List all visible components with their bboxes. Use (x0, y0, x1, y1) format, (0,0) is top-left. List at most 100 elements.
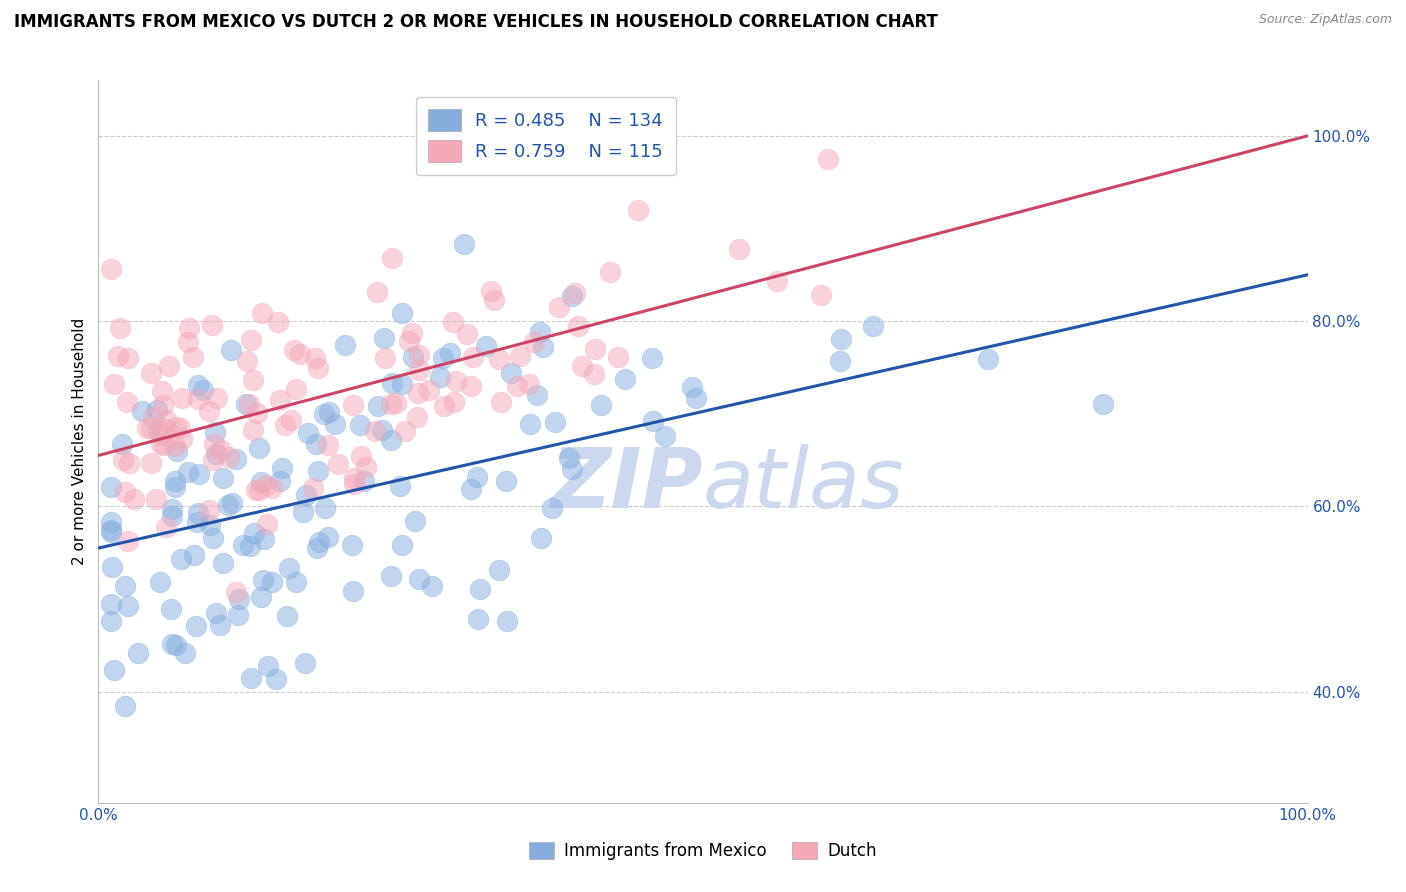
Point (266, 315, 288, 329)
Point (250, 590, 273, 604)
Point (160, 601, 183, 615)
Point (343, 471, 366, 485)
Point (391, 377, 413, 392)
Point (202, 437, 225, 451)
Point (446, 374, 468, 388)
Point (280, 413, 302, 427)
Point (257, 659, 280, 673)
Point (218, 450, 240, 464)
Point (103, 663, 125, 677)
Point (153, 438, 176, 452)
Legend: Immigrants from Mexico, Dutch: Immigrants from Mexico, Dutch (523, 835, 883, 867)
Point (285, 382, 308, 396)
Point (567, 319, 589, 334)
Point (236, 354, 259, 368)
Point (371, 424, 394, 438)
Point (150, 384, 173, 398)
Point (160, 502, 183, 516)
Point (114, 485, 136, 500)
Point (460, 482, 482, 496)
Text: IMMIGRANTS FROM MEXICO VS DUTCH 2 OR MORE VEHICLES IN HOUSEHOLD CORRELATION CHAR: IMMIGRANTS FROM MEXICO VS DUTCH 2 OR MOR… (14, 13, 938, 31)
Point (187, 467, 209, 482)
Point (389, 479, 412, 493)
Point (488, 563, 510, 577)
Point (201, 318, 224, 332)
Point (599, 265, 621, 279)
Point (184, 618, 207, 632)
Point (254, 478, 277, 492)
Point (544, 415, 567, 429)
Point (250, 475, 273, 489)
Point (561, 461, 583, 475)
Point (530, 532, 553, 546)
Point (817, 152, 839, 166)
Point (152, 428, 174, 442)
Point (170, 391, 193, 405)
Point (558, 450, 581, 465)
Point (186, 515, 208, 529)
Point (533, 340, 555, 354)
Point (183, 548, 205, 562)
Point (221, 496, 243, 510)
Point (654, 429, 676, 443)
Point (380, 397, 402, 411)
Point (225, 584, 247, 599)
Point (366, 285, 388, 299)
Point (297, 426, 319, 441)
Point (252, 306, 274, 320)
Point (100, 525, 122, 540)
Point (146, 402, 169, 417)
Point (468, 582, 491, 596)
Point (107, 349, 129, 363)
Point (240, 671, 263, 685)
Point (152, 398, 174, 412)
Point (465, 470, 488, 484)
Point (288, 347, 311, 361)
Point (139, 421, 162, 435)
Point (200, 517, 222, 532)
Point (108, 321, 131, 335)
Point (103, 377, 125, 392)
Point (122, 492, 145, 507)
Point (169, 420, 191, 434)
Point (225, 451, 247, 466)
Point (211, 556, 233, 570)
Point (118, 456, 141, 470)
Point (262, 574, 284, 589)
Point (828, 353, 851, 368)
Point (117, 533, 139, 548)
Point (517, 377, 540, 392)
Point (245, 483, 267, 497)
Point (127, 646, 149, 660)
Point (316, 438, 339, 452)
Point (174, 646, 197, 660)
Point (398, 334, 420, 349)
Text: ZIP: ZIP (550, 444, 703, 525)
Point (643, 414, 665, 428)
Point (523, 334, 546, 349)
Point (627, 203, 650, 218)
Point (165, 419, 187, 434)
Point (373, 330, 395, 344)
Point (264, 672, 287, 686)
Point (519, 417, 541, 432)
Point (367, 399, 389, 413)
Point (277, 560, 299, 574)
Point (316, 530, 339, 544)
Point (541, 501, 564, 516)
Point (547, 300, 569, 314)
Point (253, 532, 276, 546)
Point (394, 424, 416, 438)
Point (165, 638, 187, 652)
Point (323, 417, 346, 432)
Point (402, 350, 425, 364)
Point (165, 474, 187, 488)
Point (238, 397, 260, 411)
Point (385, 395, 408, 409)
Point (155, 520, 177, 534)
Point (335, 337, 357, 351)
Point (262, 481, 284, 495)
Point (479, 284, 502, 298)
Point (187, 377, 209, 392)
Point (613, 372, 636, 386)
